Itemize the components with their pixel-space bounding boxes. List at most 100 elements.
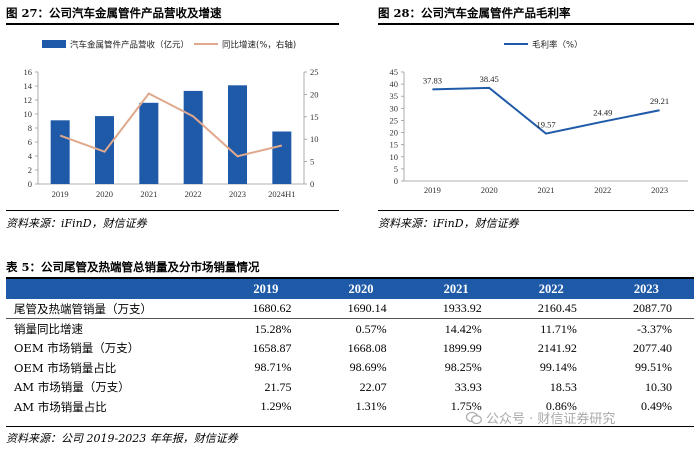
fig28-bottom-rule — [378, 210, 694, 211]
x-tick-label: 2021 — [538, 185, 555, 195]
table-header-cell — [6, 279, 219, 299]
table-cell: 2077.40 — [633, 340, 672, 355]
data-label: 19.57 — [536, 120, 555, 130]
revenue-bar — [228, 85, 247, 184]
table-cell: -3.37% — [637, 321, 672, 336]
x-tick-label: 2020 — [96, 189, 113, 199]
table-cell: 0.49% — [641, 399, 672, 414]
legend-label: 毛利率（%） — [532, 40, 583, 51]
row-label: 销量同比增速 — [14, 322, 83, 337]
sales-volume-table: 2019 2020 2021 2022 2023 尾管及热端管销量（万支） 16… — [6, 279, 694, 416]
y-tick-label: 15 — [390, 140, 399, 150]
y-tick-label: 25 — [390, 115, 399, 125]
y2-tick-label: 0 — [310, 179, 314, 189]
table-row: 尾管及热端管销量（万支） 1680.62 1690.14 1933.92 216… — [6, 299, 694, 320]
table-cell: 10.30 — [645, 379, 672, 394]
revenue-bar — [183, 90, 203, 184]
table-cell: 14.42% — [444, 321, 482, 336]
table-cell: 15.28% — [254, 321, 292, 336]
y-tick-label: 20 — [390, 128, 399, 138]
y-tick-label: 40 — [390, 79, 399, 89]
x-tick-label: 2021 — [140, 189, 157, 199]
fig28-source: 资料来源：iFinD，财信证券 — [378, 217, 519, 230]
growth-line — [59, 92, 283, 158]
table-cell: 98.69% — [349, 360, 387, 375]
fig27-source: 资料来源：iFinD，财信证券 — [6, 217, 147, 230]
data-label: 38.45 — [480, 74, 499, 84]
table5-source: 资料来源：公司 2019-2023 年年报，财信证券 — [6, 432, 238, 445]
table-cell: 99.14% — [539, 360, 577, 375]
row-label: AM 市场销量（万支） — [14, 380, 130, 395]
x-tick-label: 2023 — [651, 185, 668, 195]
watermark-text: 公众号 · 财信证券研究 — [486, 412, 616, 427]
y2-tick-label: 5 — [310, 157, 314, 167]
y-tick-label: 8 — [28, 123, 32, 133]
table-cell: 1690.14 — [313, 299, 409, 320]
y-tick-label: 16 — [24, 67, 33, 77]
gross-margin-chart: 毛利率（%） 0 5 10 15 20 25 30 35 40 45 2019 2020 2021 2022… — [390, 40, 688, 195]
y-tick-label: 10 — [24, 109, 33, 119]
table-cell: 2141.92 — [537, 340, 577, 355]
y-tick-label: 4 — [28, 151, 33, 161]
wechat-icon — [465, 411, 482, 425]
table-row: OEM 市场销量占比 98.71% 98.69% 98.25% 99.14% 9… — [6, 358, 694, 377]
y-tick-label: 30 — [390, 103, 399, 113]
table-cell: 0.57% — [355, 321, 387, 336]
table-header-row: 2019 2020 2021 2022 2023 — [6, 279, 694, 299]
y2-tick-label: 15 — [310, 112, 319, 122]
table-cell: 2160.45 — [503, 299, 599, 320]
table-cell: 1933.92 — [408, 299, 504, 320]
x-tick-label: 2024H1 — [268, 189, 295, 199]
row-label: OEM 市场销量占比 — [14, 360, 117, 375]
fig28-top-rule — [378, 23, 694, 25]
table-cell: 1668.08 — [347, 340, 387, 355]
table-row: OEM 市场销量（万支） 1658.87 1668.08 1899.99 214… — [6, 339, 694, 358]
y-tick-label: 5 — [394, 164, 398, 174]
margin-line — [432, 86, 660, 135]
revenue-bar — [50, 120, 70, 184]
table-cell: 11.71% — [540, 321, 577, 336]
table5-top-rule — [6, 277, 694, 279]
x-tick-label: 2022 — [594, 185, 611, 195]
table-row: AM 市场销量（万支） 21.75 22.07 33.93 18.53 10.3… — [6, 378, 694, 397]
table-cell: 18.53 — [549, 379, 577, 394]
table-cell: 2087.70 — [598, 299, 694, 320]
fig28-title: 图 28：公司汽车金属管件产品毛利率 — [378, 6, 571, 20]
table-cell: 22.07 — [359, 379, 387, 394]
table-header-cell: 2020 — [313, 279, 409, 299]
table-cell: 1.31% — [355, 399, 387, 414]
table-cell: 1658.87 — [252, 340, 292, 355]
legend-label: 汽车金属管件产品营收（亿元） — [70, 40, 189, 51]
y-tick-label: 0 — [394, 176, 398, 186]
table-cell: 33.93 — [454, 379, 482, 394]
table-cell: 21.75 — [264, 379, 292, 394]
table-cell: 98.25% — [444, 360, 482, 375]
y2-tick-label: 10 — [310, 134, 319, 144]
revenue-bar — [95, 116, 114, 184]
table-cell: 1.29% — [260, 399, 292, 414]
revenue-bar — [272, 131, 292, 184]
legend-label: 同比增速(%，右轴) — [222, 40, 296, 51]
x-tick-label: 2019 — [52, 189, 69, 199]
y2-tick-label: 20 — [310, 89, 319, 99]
table-cell: 98.71% — [254, 360, 292, 375]
x-tick-label: 2023 — [229, 189, 246, 199]
table-header-cell: 2023 — [598, 279, 694, 299]
row-label: OEM 市场销量（万支） — [14, 341, 140, 356]
table-cell: 1899.99 — [442, 340, 482, 355]
y-tick-label: 2 — [28, 165, 32, 175]
data-label: 37.83 — [423, 75, 442, 85]
y-tick-label: 45 — [390, 67, 399, 77]
table5-title: 表 5：公司尾管及热端管总销量及分市场销量情况 — [6, 260, 260, 274]
y-tick-label: 12 — [24, 95, 33, 105]
wechat-watermark: 公众号 · 财信证券研究 — [465, 408, 616, 427]
table-cell: 1680.62 — [218, 299, 314, 320]
fig27-bottom-rule — [6, 210, 339, 211]
data-label: 24.49 — [593, 108, 612, 118]
x-tick-label: 2019 — [424, 185, 441, 195]
table5-bottom-rule — [6, 426, 694, 427]
table-row: 销量同比增速 15.28% 0.57% 14.42% 11.71% -3.37% — [6, 319, 694, 339]
table-row: AM 市场销量占比 1.29% 1.31% 1.75% 0.86% 0.49% — [6, 397, 694, 416]
y-tick-label: 14 — [24, 81, 33, 91]
y-tick-label: 0 — [28, 179, 32, 189]
